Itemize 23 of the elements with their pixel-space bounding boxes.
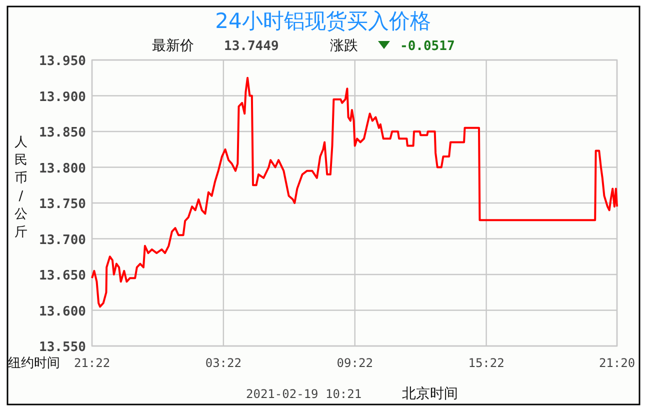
x-tick-label: 21:22 — [74, 356, 110, 370]
x-tick-label: 21:20 — [598, 356, 636, 370]
y-tick-label: 13.850 — [39, 126, 86, 140]
x-tick-label: 15:22 — [468, 356, 504, 370]
chart-title: 24小时铝现货买入价格 — [215, 9, 431, 33]
y-tick-label: 13.600 — [39, 304, 86, 320]
y-tick-label: 13.750 — [39, 197, 86, 212]
text: -0.0517 — [400, 39, 455, 54]
text: 13.7449 — [224, 39, 279, 54]
text: 最新价 — [152, 38, 194, 54]
text: 涨跌 — [330, 38, 358, 54]
x-axis-title: 纽约时间 — [8, 356, 60, 371]
x-tick-label: 03:22 — [205, 356, 242, 370]
text: 北京时间 — [402, 386, 458, 402]
text: 2021-02-19 10:21 — [246, 387, 362, 401]
y-tick-label: 13.650 — [39, 268, 86, 284]
y-tick-label: 13.800 — [39, 161, 86, 176]
x-tick-label: 09:22 — [336, 356, 373, 370]
ylabel: 人民币/公斤 — [14, 135, 28, 240]
y-tick-label: 13.700 — [39, 232, 86, 248]
y-tick-label: 13.950 — [39, 54, 86, 69]
y-tick-label: 13.550 — [39, 340, 86, 355]
y-tick-label: 13.900 — [39, 90, 86, 105]
